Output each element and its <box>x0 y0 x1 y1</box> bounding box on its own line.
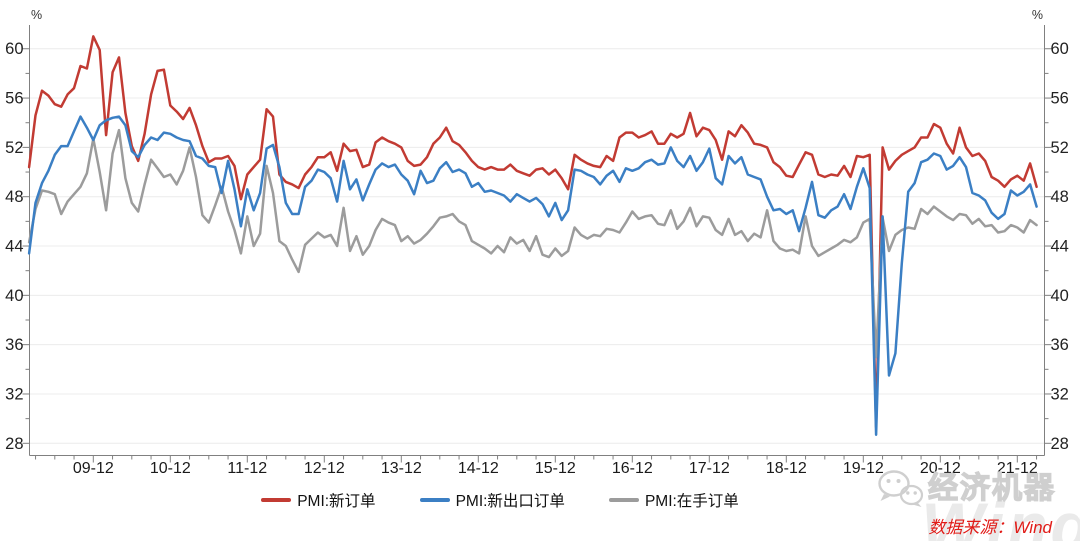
line-pmi-backlog-orders <box>27 128 1038 359</box>
x-tick-label: 20-12 <box>920 460 961 477</box>
x-tick-labels: 09-12 10-12 11-12 12-12 13-12 14-12 15-12 16-12… <box>73 460 1038 477</box>
y-tick-label-right: 36 <box>1051 336 1069 354</box>
unit-label-right: % <box>1032 8 1043 22</box>
legend-swatch <box>261 498 292 502</box>
x-tick-label: 14-12 <box>458 460 499 477</box>
y-tick-label-right: 40 <box>1051 287 1069 305</box>
y-tick-labels: 28 28 32 32 36 36 40 40 44 44 48 48 52 52 56 56 60 60 <box>5 40 1069 453</box>
y-tick-label-left: 28 <box>5 435 23 453</box>
y-tick-label-right: 44 <box>1051 238 1069 256</box>
y-tick-label-right: 28 <box>1051 435 1069 453</box>
line-pmi-new-export-orders <box>27 115 1038 436</box>
y-tick-label-left: 40 <box>5 287 23 305</box>
x-tick-label: 10-12 <box>150 460 191 477</box>
legend-label: PMI:新出口订单 <box>455 493 565 510</box>
brand-watermark-text: 经济机器 <box>927 472 1056 505</box>
x-tick-label: 13-12 <box>381 460 422 477</box>
legend-swatch <box>419 498 450 502</box>
x-tick-label: 17-12 <box>689 460 730 477</box>
y-ticks <box>22 48 1052 444</box>
wind-watermark: Wind <box>921 489 1080 541</box>
wechat-icon <box>878 470 924 507</box>
x-ticks <box>35 455 1038 463</box>
x-tick-label: 19-12 <box>843 460 884 477</box>
legend-item-backlog-orders: PMI:在手订单 <box>608 489 739 511</box>
x-tick-label: 16-12 <box>612 460 653 477</box>
x-tick-label: 21-12 <box>997 460 1038 477</box>
y-tick-label-right: 48 <box>1051 188 1069 206</box>
x-tick-label: 11-12 <box>227 460 267 477</box>
data-source-label: 数据来源：Wind <box>928 518 1052 537</box>
y-tick-label-right: 32 <box>1051 385 1069 403</box>
unit-label-left: % <box>31 8 42 22</box>
legend-label: PMI:新订单 <box>297 493 376 510</box>
y-tick-label-left: 48 <box>5 188 23 206</box>
y-tick-label-left: 56 <box>5 90 23 108</box>
legend-item-new-export-orders: PMI:新出口订单 <box>419 489 565 511</box>
y-tick-label-left: 36 <box>5 336 23 354</box>
brand-watermark: 经济机器 <box>875 468 1056 510</box>
line-pmi-new-orders <box>27 35 1038 429</box>
y-tick-label-left: 60 <box>5 40 23 58</box>
unit-labels: %% <box>31 8 1043 22</box>
legend-label: PMI:在手订单 <box>644 493 739 510</box>
y-tick-label-left: 52 <box>5 139 23 157</box>
x-tick-label: 09-12 <box>73 460 114 477</box>
y-tick-label-right: 60 <box>1051 40 1069 58</box>
legend-item-new-orders: PMI:新订单 <box>261 489 376 511</box>
y-tick-label-right: 56 <box>1051 90 1069 108</box>
legend-swatch <box>608 498 639 502</box>
y-tick-label-left: 44 <box>5 238 23 256</box>
x-tick-label: 15-12 <box>535 460 576 477</box>
y-tick-label-right: 52 <box>1051 139 1069 157</box>
x-tick-label: 12-12 <box>304 460 345 477</box>
x-tick-label: 18-12 <box>766 460 807 477</box>
legend: PMI:新订单 PMI:新出口订单 PMI:在手订单 <box>0 489 1040 511</box>
pmi-line-chart: 28 28 32 32 36 36 40 40 44 44 48 48 52 52 56 56 60 60% % 09… <box>5 8 1069 477</box>
y-tick-label-left: 32 <box>5 385 23 403</box>
